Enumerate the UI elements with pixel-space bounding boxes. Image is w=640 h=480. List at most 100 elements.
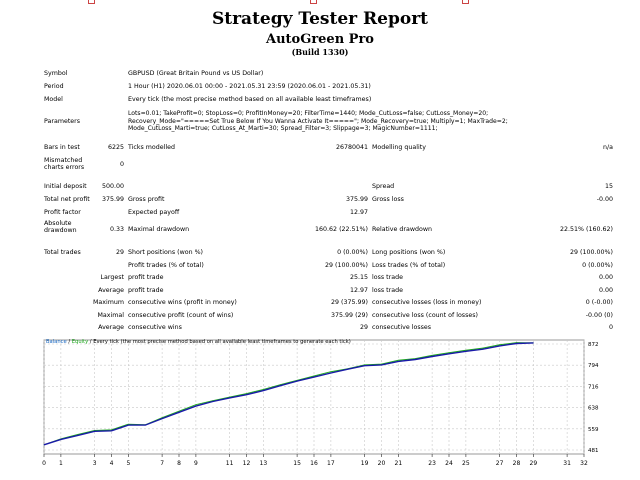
largest-label: Largest	[100, 274, 124, 281]
edge-mark	[88, 0, 95, 4]
series-point-balance	[347, 368, 349, 370]
x-tick-label: 0	[42, 460, 46, 467]
x-tick-label: 21	[395, 460, 403, 467]
y-tick-label: 794	[588, 363, 599, 369]
avg-loss-value: 0.00	[598, 287, 613, 294]
series-point-balance	[178, 411, 180, 413]
y-tick-label: 872	[588, 342, 599, 348]
x-tick-label: 23	[428, 460, 436, 467]
report-title: Strategy Tester Report	[211, 9, 429, 29]
x-tick-label: 12	[243, 460, 251, 467]
x-tick-label: 27	[496, 460, 504, 467]
series-point-balance	[94, 430, 96, 432]
y-tick-label: 559	[588, 427, 599, 433]
rel-drawdown-value: 22.51% (160.62)	[560, 226, 613, 233]
legend-balance: Balance	[46, 339, 67, 345]
max-losses-value: 0 (-0.00)	[585, 299, 613, 306]
x-tick-label: 29	[530, 460, 538, 467]
avg-loss-label: loss trade	[372, 287, 403, 294]
series-point-balance	[111, 430, 112, 432]
build-number: (Build 1330)	[291, 47, 349, 57]
parameters-line: Recovery_Mode="=====Set True Below If Yo…	[128, 117, 508, 125]
series-point-equity	[330, 371, 332, 373]
maximal-profit-value: 375.99 (29)	[331, 312, 368, 319]
gross-loss-label: Gross loss	[372, 196, 404, 203]
avg-losses-value: 0	[608, 324, 613, 331]
avg-profit-value: 12.97	[349, 287, 368, 294]
series-point-equity	[262, 389, 264, 390]
series-point-balance	[431, 356, 433, 357]
mismatch-value: 0	[119, 161, 124, 168]
profit-trades-value: 29 (100.00%)	[325, 262, 368, 269]
parameters-line: Lots=0.01; TakeProfit=0; StopLoss=0; Pro…	[128, 110, 489, 117]
series-line-equity	[43, 342, 534, 446]
profit-factor-label: Profit factor	[44, 209, 81, 216]
max-wins-value: 29 (375.99)	[331, 299, 368, 306]
series-point-balance	[364, 365, 366, 367]
long-positions-label: Long positions (won %)	[372, 249, 446, 256]
net-profit-label: Total net profit	[44, 196, 90, 203]
ticks-label: Ticks modelled	[128, 144, 176, 151]
gross-profit-label: Gross profit	[128, 196, 165, 203]
x-tick-label: 16	[310, 460, 318, 467]
edge-mark	[462, 0, 469, 4]
gross-profit-value: 375.99	[345, 196, 368, 203]
expert-name: AutoGreen Pro	[266, 32, 374, 47]
net-profit-value: 375.99	[101, 196, 124, 203]
series-point-balance	[397, 360, 399, 362]
series-point-equity	[178, 410, 180, 412]
largest-profit-value: 25.15	[349, 274, 368, 281]
series-point-balance	[465, 350, 467, 352]
initial-deposit-label: Initial deposit	[44, 183, 87, 190]
series-point-balance	[161, 418, 163, 419]
x-tick-label: 3	[93, 460, 97, 467]
x-tick-label: 19	[361, 460, 369, 467]
series-point-balance	[144, 424, 146, 426]
series-point-balance	[448, 353, 450, 355]
short-positions-label: Short positions (won %)	[128, 249, 204, 256]
series-point-equity	[279, 384, 281, 386]
x-tick-label: 1	[59, 460, 63, 467]
gross-loss-value: -0.00	[596, 196, 613, 203]
maximal-loss-value: -0.00 (0)	[585, 312, 613, 319]
avg-profit-label: profit trade	[128, 287, 164, 294]
x-tick-label: 13	[260, 460, 268, 467]
initial-deposit-value: 500.00	[101, 183, 124, 190]
avg-wins-label: consecutive wins	[128, 324, 182, 331]
series-point-balance	[414, 359, 416, 360]
x-tick-label: 7	[160, 460, 164, 467]
total-trades-label: Total trades	[44, 249, 81, 256]
maximal-label: Maximal	[97, 312, 124, 319]
maximum-label: Maximum	[92, 299, 124, 306]
model-label: Model	[44, 96, 63, 103]
series-point-balance	[195, 405, 197, 407]
y-tick-label: 716	[588, 384, 599, 390]
avg-wins-value: 29	[359, 324, 368, 331]
x-tick-label: 4	[110, 460, 114, 467]
period-value: 1 Hour (H1) 2020.06.01 00:00 - 2021.05.3…	[128, 83, 371, 90]
bars-label: Bars in test	[44, 144, 80, 151]
series-point-equity	[397, 359, 399, 361]
parameters-label: Parameters	[44, 118, 81, 125]
series-point-equity	[195, 404, 197, 406]
series-point-balance	[127, 424, 129, 426]
series-point-balance	[516, 343, 517, 344]
series-point-equity	[246, 393, 247, 395]
x-tick-label: 20	[378, 460, 386, 467]
short-positions-value: 0 (0.00%)	[337, 249, 368, 256]
spread-label: Spread	[372, 183, 395, 190]
x-tick-label: 25	[462, 460, 470, 467]
x-tick-label: 9	[194, 460, 198, 467]
rel-drawdown-label: Relative drawdown	[372, 226, 432, 233]
max-drawdown-value: 160.62 (22.51%)	[315, 226, 368, 233]
series-point-balance	[262, 390, 264, 392]
average-label: Average	[98, 287, 124, 294]
profit-trades-label: Profit trades (% of total)	[128, 262, 204, 269]
x-tick-label: 24	[445, 460, 453, 467]
series-point-equity	[482, 347, 484, 349]
series-point-balance	[532, 342, 534, 344]
max-drawdown-label: Maximal drawdown	[128, 226, 190, 233]
legend-equity: Equity	[71, 339, 89, 345]
loss-trades-value: 0 (0.00%)	[582, 262, 613, 269]
avg-losses-label: consecutive losses	[372, 324, 432, 331]
